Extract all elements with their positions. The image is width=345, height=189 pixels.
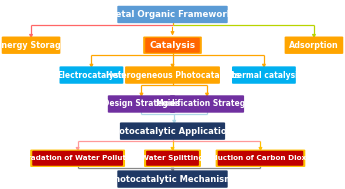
FancyBboxPatch shape [117, 6, 228, 23]
Text: Water Splitting: Water Splitting [141, 155, 204, 161]
FancyBboxPatch shape [117, 170, 228, 188]
Text: Photocatalytic Applications: Photocatalytic Applications [107, 127, 238, 136]
FancyBboxPatch shape [218, 151, 303, 166]
FancyBboxPatch shape [30, 149, 125, 167]
FancyBboxPatch shape [125, 66, 220, 84]
FancyBboxPatch shape [285, 36, 343, 54]
FancyBboxPatch shape [122, 124, 223, 139]
FancyBboxPatch shape [110, 97, 173, 112]
FancyBboxPatch shape [234, 67, 294, 83]
Text: Reduction of Carbon Dioxide: Reduction of Carbon Dioxide [202, 155, 319, 161]
FancyBboxPatch shape [4, 38, 58, 53]
FancyBboxPatch shape [108, 95, 175, 113]
Text: Photocatalytic Mechanisms: Photocatalytic Mechanisms [108, 175, 237, 184]
FancyBboxPatch shape [144, 149, 201, 167]
Text: Thermal catalysis: Thermal catalysis [226, 70, 302, 80]
Text: Design Strategies: Design Strategies [103, 99, 180, 108]
FancyBboxPatch shape [119, 7, 226, 22]
FancyBboxPatch shape [59, 66, 124, 84]
FancyBboxPatch shape [170, 95, 244, 113]
Text: Energy Storage: Energy Storage [0, 41, 66, 50]
Text: Modification Strategies: Modification Strategies [156, 99, 258, 108]
FancyBboxPatch shape [127, 67, 218, 83]
FancyBboxPatch shape [119, 172, 226, 187]
FancyBboxPatch shape [232, 66, 296, 84]
FancyBboxPatch shape [143, 36, 202, 54]
FancyBboxPatch shape [2, 36, 60, 54]
FancyBboxPatch shape [61, 67, 121, 83]
Text: Catalysis: Catalysis [149, 41, 196, 50]
FancyBboxPatch shape [120, 122, 225, 140]
Text: Degradation of Water Pollutants: Degradation of Water Pollutants [11, 155, 144, 161]
FancyBboxPatch shape [32, 151, 123, 166]
FancyBboxPatch shape [216, 149, 305, 167]
FancyBboxPatch shape [146, 151, 199, 166]
Text: Metal Organic Frameworks: Metal Organic Frameworks [107, 10, 238, 19]
Text: Adsorption: Adsorption [289, 41, 339, 50]
FancyBboxPatch shape [287, 38, 341, 53]
Text: Heterogeneous Photocatalysts: Heterogeneous Photocatalysts [106, 70, 239, 80]
Text: Electrocatalysis: Electrocatalysis [57, 70, 126, 80]
FancyBboxPatch shape [172, 97, 242, 112]
FancyBboxPatch shape [145, 38, 200, 53]
